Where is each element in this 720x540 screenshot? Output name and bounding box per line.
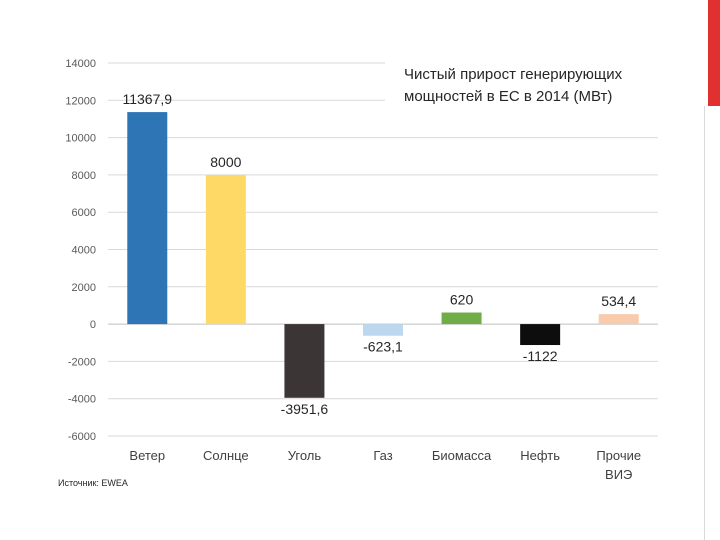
category-label: Ветер	[129, 448, 165, 463]
category-label: Солнце	[203, 448, 249, 463]
gridlines	[108, 62, 658, 437]
data-labels: 11367,9 8000 -3951,6 -623,1 620 -1122 534,4	[122, 91, 636, 417]
y-axis-ticks: 14000 12000 10000 8000 6000 4000 2000 0 -2000 -40…	[65, 58, 96, 443]
bar	[284, 324, 325, 398]
bar	[441, 312, 482, 325]
y-tick-label: 4000	[72, 245, 96, 257]
y-tick-label: 14000	[65, 58, 96, 70]
y-tick-label: 12000	[65, 95, 96, 107]
category-label: Нефть	[520, 448, 560, 463]
category-label: ВИЭ	[605, 467, 632, 482]
data-label: 11367,9	[122, 91, 172, 107]
y-tick-label: 6000	[72, 207, 96, 219]
chart-title-line-2: мощностей в ЕС в 2014 (МВт)	[404, 88, 612, 105]
data-label: 534,4	[601, 293, 636, 309]
y-tick-label: -4000	[68, 394, 96, 406]
category-label: Биомасса	[432, 448, 492, 463]
category-label: Газ	[373, 448, 392, 463]
data-label: 620	[450, 292, 474, 308]
bar	[127, 112, 168, 325]
category-label: Прочие	[596, 448, 641, 463]
y-tick-label: -2000	[68, 356, 96, 368]
y-tick-label: 8000	[72, 170, 96, 182]
y-tick-label: 2000	[72, 282, 96, 294]
bar	[598, 314, 639, 325]
bar	[205, 174, 246, 325]
chart-title-background	[385, 60, 663, 110]
y-tick-label: 10000	[65, 133, 96, 145]
accent-divider-line	[704, 106, 705, 540]
bar-chart: 14000 12000 10000 8000 6000 4000 2000 0 -2000 -40…	[65, 58, 663, 482]
y-tick-label: -6000	[68, 431, 96, 443]
accent-bar	[708, 0, 720, 106]
category-labels: Ветер Солнце Уголь Газ Биомасса Нефть Прочие ВИ…	[129, 448, 641, 482]
data-label: -623,1	[363, 339, 403, 355]
y-tick-label: 0	[90, 319, 96, 331]
data-label: 8000	[210, 154, 241, 170]
category-label: Уголь	[288, 448, 322, 463]
bar	[363, 324, 403, 336]
chart-title: Чистый прирост генерирующих мощностей в …	[385, 60, 663, 110]
data-label: -1122	[523, 348, 558, 364]
bar	[520, 324, 561, 346]
chart-title-line-1: Чистый прирост генерирующих	[404, 66, 623, 83]
data-label: -3951,6	[281, 401, 329, 417]
bars	[127, 112, 639, 398]
source-note: Источник: EWEA	[58, 478, 128, 488]
